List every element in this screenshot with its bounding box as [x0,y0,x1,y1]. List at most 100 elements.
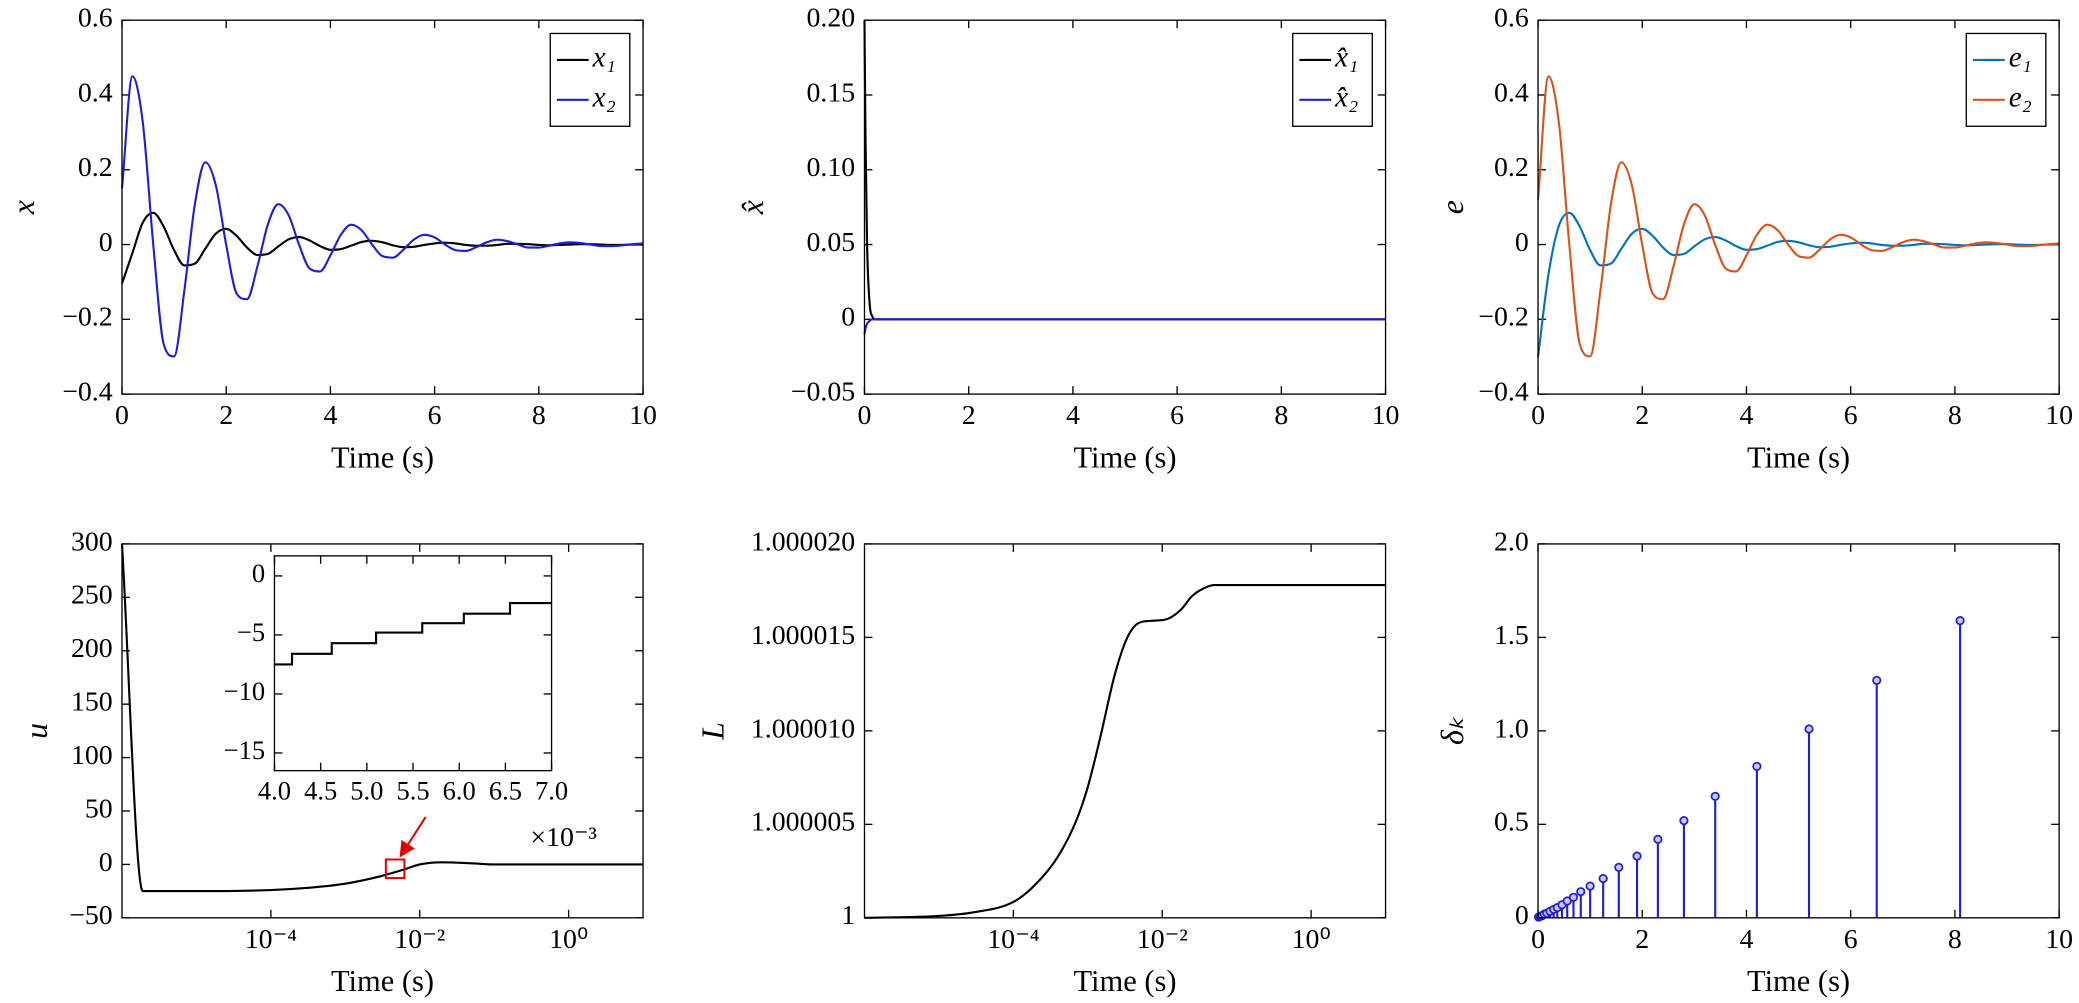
inset-exponent-label: ×10⁻³ [530,822,597,853]
axes-frame [121,543,644,919]
x-tick-label: 8 [1274,400,1288,431]
axes-background [1538,543,2060,918]
x-tick-label: 10⁻⁴ [987,924,1039,955]
x-tick-label: 4 [323,400,337,431]
y-tick-label: −5 [237,617,265,647]
y-tick-label: 1 [841,900,855,931]
zoom-arrow [399,816,427,858]
y-tick-label: 1.000005 [751,807,855,838]
zoom-region [384,858,406,880]
data-line [1536,75,2060,358]
x-tick-label: 2 [1635,400,1649,431]
x-tick-label: 4 [1740,924,1754,955]
x-axis-label: Time (s) [1747,964,1850,998]
x-tick-label: 0 [858,400,872,431]
legend-label: x̂₂ [1334,81,1358,113]
x-tick-label: 4.0 [258,775,291,805]
axes-frame [1537,543,2060,919]
x-axis-label: Time (s) [331,440,434,474]
zoom-annotation [384,816,427,880]
y-tick-label: 1.000020 [751,526,855,557]
x-tick-label: 0 [1531,400,1545,431]
y-tick-label: 0 [841,302,855,333]
y-tick-label: 0.2 [78,152,113,183]
y-tick-label: 0 [252,558,265,588]
stem-marker [1598,873,1608,884]
x-tick-label: 8 [532,400,546,431]
y-tick-label: 0.05 [806,227,855,258]
y-axis-label: x [6,200,41,215]
y-axis-label: u [19,723,54,739]
x-tick-label: 10⁰ [1292,924,1331,955]
legend-box [549,32,631,127]
x-tick-label: 6 [428,400,442,431]
x-tick-label: 2 [962,400,976,431]
data-line [863,318,1386,335]
y-tick-label: 2.0 [1494,526,1529,557]
y-tick-label: 0.4 [78,77,113,108]
x-tick-label: 0 [1531,924,1545,955]
y-tick-label: 0 [99,847,113,878]
y-tick-label: 1.000010 [751,713,855,744]
y-axis-label: L [695,722,730,741]
y-tick-label: 0.5 [1494,807,1529,838]
y-tick-label: −0.2 [1478,302,1528,333]
legend-label: e₂ [2009,81,2032,113]
x-tick-label: 4 [1066,400,1080,431]
x-tick-label: 10 [1372,400,1400,431]
legend-label: e₁ [2009,42,2032,74]
stem-marker [1614,862,1624,872]
x-tick-label: 10 [2045,924,2073,955]
y-tick-label: −15 [224,735,265,765]
x-tick-label: 4.5 [304,775,337,805]
y-axis-label: δₖ [1435,716,1470,745]
y-axis-label: e [1435,200,1470,214]
axes-frame [1537,19,2060,395]
stem-marker [1872,675,1882,685]
stem-marker [1752,761,1762,771]
y-tick-label: −0.05 [791,376,855,407]
y-tick-label: 0 [1515,900,1529,931]
y-tick-label: −50 [69,900,113,931]
y-tick-label: 0 [1515,227,1529,258]
x-tick-label: 6 [1844,400,1858,431]
y-tick-label: 0.10 [806,152,855,183]
data-line [864,583,1386,919]
data-line [120,75,644,358]
y-tick-label: −0.2 [62,302,112,333]
x-tick-label: 10 [629,400,657,431]
stem-marker [1804,724,1814,734]
axes-background [274,555,552,771]
y-tick-label: 100 [71,740,113,771]
stem-marker [1585,881,1595,891]
x-tick-label: 6.5 [489,775,522,805]
legend-box [1965,32,2047,127]
inset-frame [273,555,553,772]
axes-background [864,543,1386,918]
x-tick-label: 10⁰ [549,924,588,955]
y-tick-label: 0.6 [1494,3,1529,34]
axes-frame [863,19,1387,395]
x-axis-label: Time (s) [1073,440,1176,474]
x-tick-label: 6 [1170,400,1184,431]
y-tick-label: 300 [71,526,113,557]
x-axis-label: Time (s) [1073,964,1176,998]
stem-marker [1679,816,1689,826]
y-tick-label: 0 [99,227,113,258]
y-tick-label: 1.0 [1494,713,1529,744]
y-axis-label: x̂ [735,200,770,215]
x-tick-label: 10 [2045,400,2073,431]
y-tick-label: 250 [71,580,113,611]
x-axis-label: Time (s) [331,964,434,998]
legend-box [1292,32,1373,127]
x-tick-label: 10⁻² [1137,924,1188,955]
y-tick-label: 1.5 [1494,620,1529,651]
y-tick-label: 0.2 [1494,152,1529,183]
x-tick-label: 7.0 [535,775,568,805]
x-tick-label: 6.0 [443,775,476,805]
axes-frame [863,543,1387,919]
